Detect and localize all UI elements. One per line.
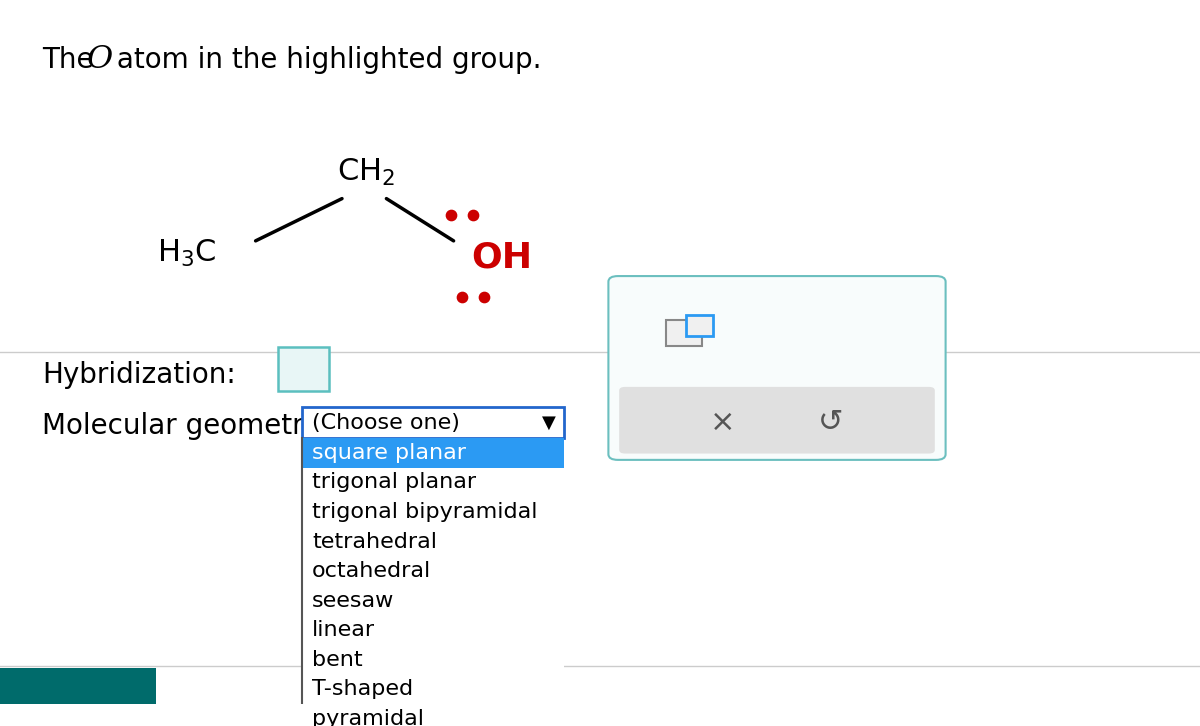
Bar (302, 645, 564, 674)
Text: trigonal bipyramidal: trigonal bipyramidal (312, 502, 538, 522)
Text: ×: × (710, 408, 736, 437)
Text: square planar: square planar (312, 443, 466, 463)
FancyBboxPatch shape (619, 387, 935, 454)
Bar (302, 438, 564, 468)
Text: atom in the highlighted group.: atom in the highlighted group. (108, 46, 541, 74)
Text: tetrahedral: tetrahedral (312, 531, 437, 552)
Bar (666, 319, 702, 346)
Text: Molecular geometry:: Molecular geometry: (42, 412, 328, 440)
Point (452, 291, 472, 303)
Text: T-shaped: T-shaped (312, 680, 413, 699)
Text: trigonal planar: trigonal planar (312, 473, 476, 492)
Text: ▼: ▼ (541, 414, 556, 431)
Bar (302, 704, 564, 726)
Bar (302, 674, 564, 704)
Bar (0, 668, 156, 704)
Text: O: O (86, 44, 113, 75)
Bar (302, 497, 564, 527)
Text: CH$_2$: CH$_2$ (337, 157, 395, 188)
Text: Hybridization:: Hybridization: (42, 361, 235, 388)
Point (474, 291, 493, 303)
Text: octahedral: octahedral (312, 561, 431, 581)
Bar (686, 315, 713, 336)
Bar (302, 468, 564, 497)
Text: linear: linear (312, 620, 376, 640)
Text: ↺: ↺ (818, 408, 844, 437)
Text: seesaw: seesaw (312, 591, 395, 611)
FancyBboxPatch shape (278, 347, 329, 391)
Text: The: The (42, 46, 102, 74)
Text: pyramidal: pyramidal (312, 709, 424, 726)
Bar (302, 527, 564, 556)
FancyBboxPatch shape (302, 407, 564, 438)
Text: bent: bent (312, 650, 362, 670)
Text: (Choose one): (Choose one) (312, 412, 460, 433)
Bar (302, 556, 564, 586)
Point (442, 209, 461, 221)
Text: OH: OH (472, 240, 533, 274)
Point (463, 209, 482, 221)
Text: H$_3$C: H$_3$C (157, 238, 216, 269)
Bar (302, 616, 564, 645)
Bar (302, 586, 564, 616)
FancyBboxPatch shape (608, 276, 946, 460)
